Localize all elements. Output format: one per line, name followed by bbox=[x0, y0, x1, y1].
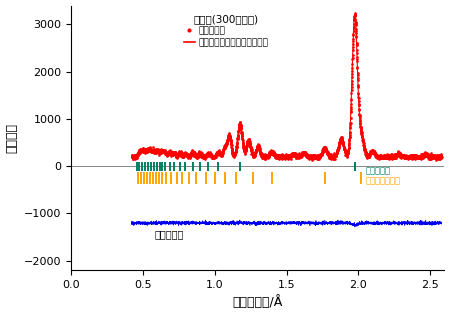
X-axis label: 格子面間隔/Å: 格子面間隔/Å bbox=[233, 295, 283, 309]
Y-axis label: 回折強度: 回折強度 bbox=[5, 123, 18, 153]
Legend: 測定データ, リートベルト法のフィット線: 測定データ, リートベルト法のフィット線 bbox=[180, 10, 272, 51]
Text: 点と線の差: 点と線の差 bbox=[154, 229, 184, 239]
Text: オーステナイト: オーステナイト bbox=[365, 176, 400, 185]
Text: フェライト: フェライト bbox=[365, 166, 391, 175]
